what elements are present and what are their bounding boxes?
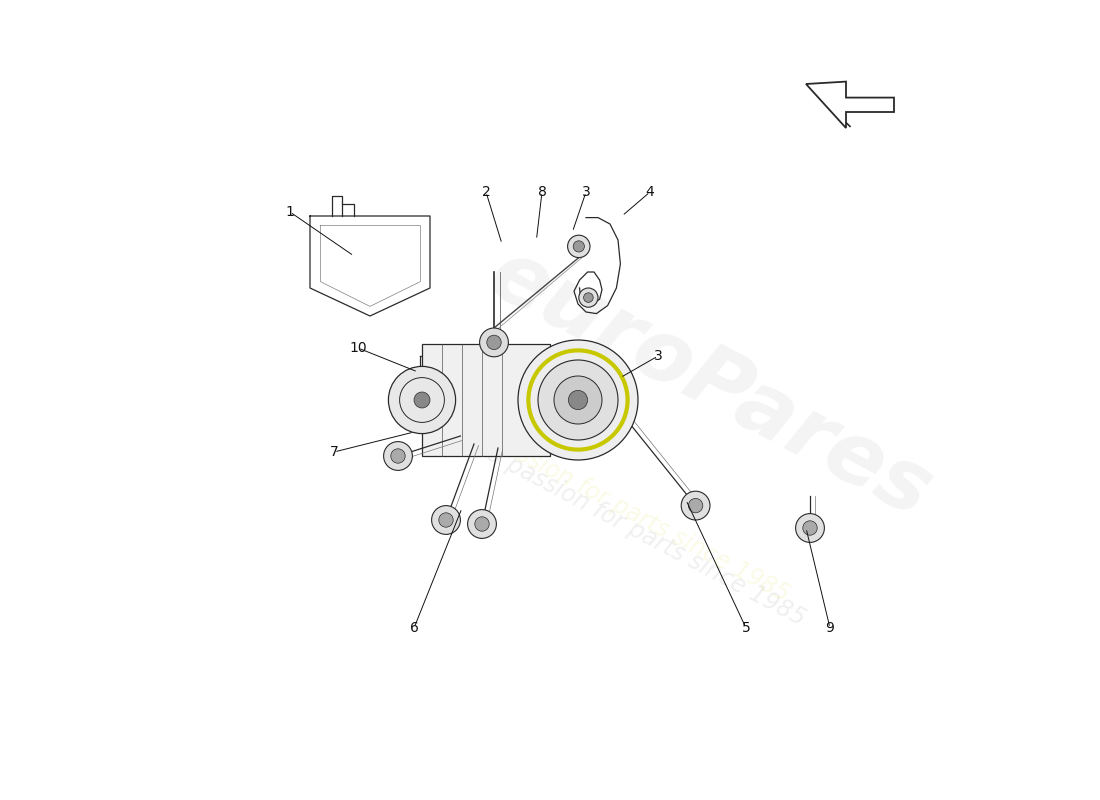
Circle shape [480,328,508,357]
Text: 7: 7 [330,445,339,459]
Text: 10: 10 [349,341,366,355]
Circle shape [795,514,824,542]
Circle shape [518,340,638,460]
Circle shape [487,335,502,350]
Text: 2: 2 [482,185,491,199]
Circle shape [568,235,590,258]
Text: a passion for parts since 1985: a passion for parts since 1985 [466,418,793,606]
Circle shape [431,506,461,534]
Text: 3: 3 [653,349,662,363]
Circle shape [468,510,496,538]
Text: 9: 9 [826,621,835,635]
Circle shape [554,376,602,424]
Text: 8: 8 [538,185,547,199]
Circle shape [573,241,584,252]
Polygon shape [422,344,550,456]
Circle shape [384,442,412,470]
Text: 5: 5 [741,621,750,635]
Circle shape [803,521,817,535]
Text: 4: 4 [646,185,654,199]
Text: euroPares: euroPares [474,233,946,535]
Text: 3: 3 [582,185,591,199]
Circle shape [475,517,490,531]
Circle shape [579,288,598,307]
Circle shape [390,449,405,463]
Text: 1: 1 [286,205,295,219]
Circle shape [439,513,453,527]
Circle shape [388,366,455,434]
Circle shape [681,491,710,520]
Text: 6: 6 [409,621,418,635]
Text: a passion for parts since 1985: a passion for parts since 1985 [483,442,810,630]
Polygon shape [806,82,894,128]
Circle shape [538,360,618,440]
Circle shape [584,293,593,302]
Circle shape [689,498,703,513]
Circle shape [414,392,430,408]
Circle shape [569,390,587,410]
